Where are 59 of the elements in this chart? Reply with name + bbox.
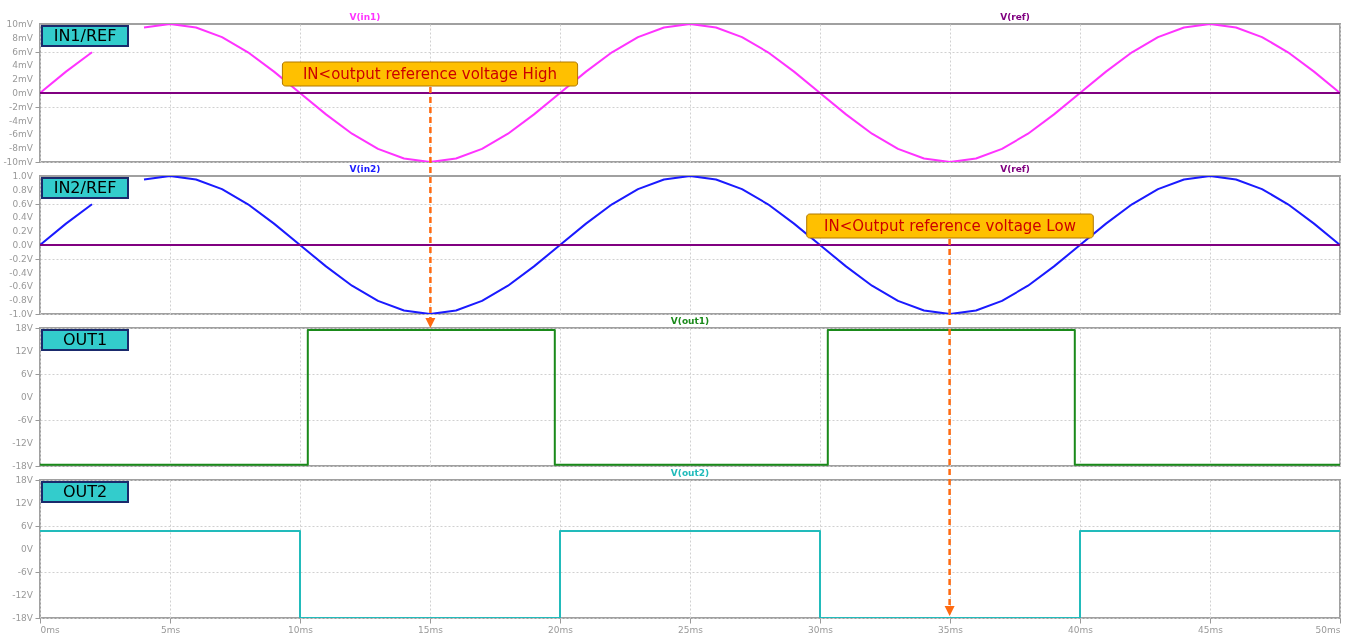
y-tick-label: 1.0V (12, 171, 34, 181)
annotation: IN<output reference voltage High (302, 65, 558, 83)
text: V(in2) (349, 164, 381, 174)
y-tick-label: -1.0V (9, 309, 34, 319)
x-tick-label: 15ms (418, 624, 444, 634)
x-tick-label: 35ms (938, 624, 964, 634)
text: V(ref) (1000, 12, 1030, 22)
x-tick-label: 10ms (288, 624, 314, 634)
text: V(ref) (1000, 164, 1030, 174)
y-tick-label: 0.0V (12, 240, 34, 250)
chart-title: OUT1 (62, 330, 108, 349)
x-tick-label: 45ms (1198, 624, 1224, 634)
y-tick-label: 0.2V (12, 226, 34, 237)
y-tick-label: -2mV (9, 101, 34, 112)
y-tick-label: 6V (21, 369, 34, 379)
y-tick-label: 6V (21, 521, 34, 531)
y-tick-label: -12V (12, 438, 34, 448)
x-tick-label: 50ms (1315, 624, 1341, 634)
y-tick-label: 0.6V (12, 198, 34, 209)
y-tick-label: -8mV (9, 143, 34, 154)
x-tick-label: 40ms (1068, 624, 1094, 634)
y-tick-label: -6mV (9, 129, 34, 140)
y-tick-label: -0.2V (9, 253, 34, 264)
chart-title: IN2/REF (53, 178, 117, 197)
y-tick-label: 6mV (12, 46, 34, 57)
y-tick-label: 12V (15, 498, 34, 508)
y-tick-label: 0.8V (12, 184, 34, 195)
y-tick-label: 10mV (6, 19, 34, 29)
text: V(out1) (670, 316, 710, 326)
y-tick-label: -0.4V (9, 267, 34, 278)
y-tick-label: 0mV (12, 88, 34, 98)
x-tick-label: 0ms (40, 624, 60, 634)
y-tick-label: 0V (21, 392, 34, 402)
x-tick-label: 5ms (160, 624, 181, 634)
y-tick-label: -12V (12, 590, 34, 600)
y-tick-label: -0.6V (9, 281, 34, 292)
text: V(out2) (670, 468, 710, 478)
y-tick-label: -18V (12, 461, 34, 471)
y-tick-label: -6V (17, 415, 34, 425)
annotation: IN<Output reference voltage Low (824, 217, 1076, 235)
y-tick-label: 4mV (12, 60, 34, 71)
y-tick-label: -6V (17, 567, 34, 577)
y-tick-label: 8mV (12, 32, 34, 43)
y-tick-label: -18V (12, 613, 34, 623)
chart-title: IN1/REF (53, 26, 117, 45)
x-tick-label: 25ms (678, 624, 704, 634)
y-tick-label: -10mV (3, 157, 34, 167)
y-tick-label: -4mV (9, 115, 34, 126)
y-tick-label: 12V (15, 346, 34, 356)
chart-title: OUT2 (62, 482, 108, 501)
text: V(in1) (349, 12, 381, 22)
x-tick-label: 20ms (548, 624, 574, 634)
y-tick-label: 18V (15, 475, 34, 485)
y-tick-label: 0.4V (12, 212, 34, 223)
y-tick-label: 18V (15, 323, 34, 333)
y-tick-label: 0V (21, 544, 34, 554)
y-tick-label: -0.8V (9, 295, 34, 306)
x-tick-label: 30ms (808, 624, 834, 634)
y-tick-label: 2mV (12, 74, 34, 85)
